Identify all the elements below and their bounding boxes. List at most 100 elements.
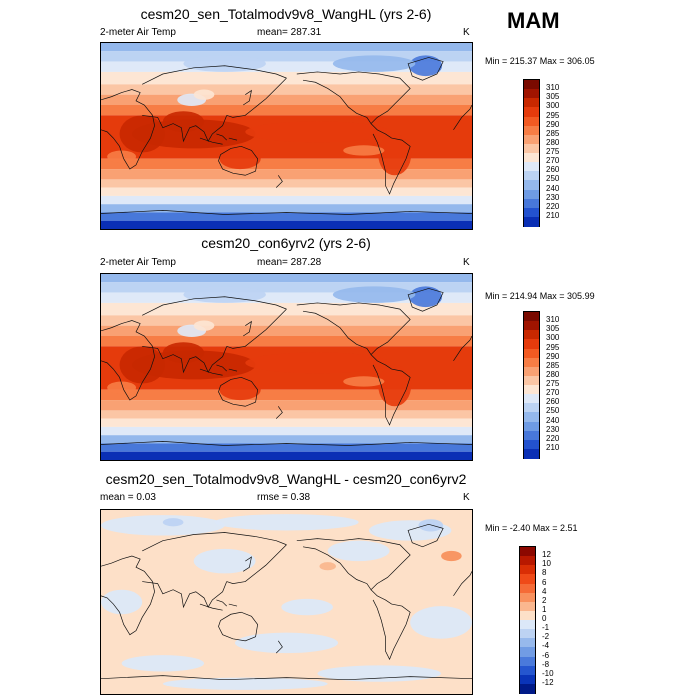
difference-region <box>317 665 442 682</box>
colorbar-tick-label: 250 <box>546 406 560 416</box>
temperature-band <box>101 43 472 52</box>
colorbar-swatch <box>524 189 539 200</box>
colorbar-tick-label: 230 <box>546 192 560 202</box>
temperature-region <box>193 320 215 331</box>
colorbar-swatch <box>524 330 539 340</box>
coastline <box>200 600 237 610</box>
temperature-region <box>245 352 390 374</box>
season-label: MAM <box>507 8 560 33</box>
colorbar-tick-label: 260 <box>546 165 560 175</box>
colorbar-tick-label: -12 <box>542 677 554 687</box>
colorbar-tick-label: 275 <box>546 147 560 156</box>
panel-1-title: cesm20_sen_Totalmodv9v8_WangHL (yrs 2-6) <box>140 6 432 22</box>
panel-1-colorbar <box>523 79 540 227</box>
coastline <box>218 377 257 406</box>
coastline <box>101 90 155 170</box>
colorbar-tick-label: -8 <box>542 659 550 669</box>
coastline <box>276 175 282 187</box>
colorbar-tick-label: 305 <box>546 324 560 334</box>
colorbar-swatch <box>524 321 539 331</box>
temperature-band <box>101 169 472 180</box>
panel-1-mean-label: mean= 287.31 <box>257 27 322 38</box>
colorbar-swatch <box>524 421 539 432</box>
coastline <box>142 66 286 85</box>
temperature-band <box>101 315 472 326</box>
colorbar-swatch <box>520 556 535 566</box>
temperature-region <box>378 133 412 176</box>
colorbar-swatch <box>524 153 539 163</box>
colorbar-swatch <box>524 162 539 172</box>
difference-region <box>281 598 333 616</box>
panel-3-mean-label: mean = 0.03 <box>100 492 156 503</box>
colorbar-swatch <box>524 171 539 181</box>
colorbar-tick-label: -10 <box>542 668 554 678</box>
difference-region <box>441 550 462 562</box>
colorbar-swatch <box>520 592 535 603</box>
difference-region <box>234 632 339 654</box>
temperature-band <box>101 51 472 62</box>
coastline <box>218 146 257 175</box>
coastline <box>297 539 410 590</box>
colorbar-swatch <box>524 375 539 386</box>
colorbar-swatch <box>520 638 535 648</box>
coastline <box>297 72 410 124</box>
colorbar-swatch <box>524 430 539 441</box>
temperature-band <box>101 451 472 460</box>
coastline <box>227 309 287 348</box>
temperature-band <box>101 94 472 105</box>
colorbar-swatch <box>520 647 535 657</box>
colorbar-swatch <box>520 547 535 557</box>
coastline <box>408 524 443 546</box>
coastline <box>101 441 472 445</box>
colorbar-swatch <box>524 216 539 227</box>
temperature-region <box>119 346 165 384</box>
coastline <box>218 612 257 641</box>
coastline <box>371 124 410 194</box>
colorbar-swatch <box>520 629 535 639</box>
colorbar-tick-label: 220 <box>546 433 560 443</box>
temperature-band <box>101 212 472 221</box>
colorbar-swatch <box>524 180 539 190</box>
temperature-region <box>378 364 412 407</box>
coastline <box>227 78 287 117</box>
temperature-region <box>245 121 390 143</box>
temperature-region <box>162 111 205 132</box>
temperature-region <box>219 379 261 401</box>
temperature-band <box>101 292 472 303</box>
colorbar-swatch <box>524 98 539 108</box>
panel-2-colorbar <box>523 311 540 459</box>
colorbar-tick-label: 8 <box>542 568 547 578</box>
colorbar-tick-label: 295 <box>546 342 560 352</box>
coastline <box>101 210 472 214</box>
temperature-region <box>183 286 266 303</box>
temperature-band <box>101 204 472 213</box>
colorbar-tick-label: 210 <box>546 210 560 220</box>
colorbar-swatch <box>524 403 539 413</box>
difference-region <box>101 589 143 615</box>
colorbar-tick-label: 240 <box>546 415 560 425</box>
panel-2-variable-label: 2-meter Air Temp <box>100 257 176 268</box>
colorbar-swatch <box>520 574 535 584</box>
temperature-band <box>101 418 472 427</box>
colorbar-tick-label: 290 <box>546 351 560 361</box>
colorbar-tick-label: 270 <box>546 156 560 166</box>
coastline <box>142 582 227 608</box>
coastline <box>243 91 251 105</box>
panel-3-colorbar <box>519 546 536 694</box>
colorbar-tick-label: 285 <box>546 128 560 138</box>
map-field <box>101 510 472 694</box>
temperature-band <box>101 158 472 170</box>
temperature-region <box>107 150 137 163</box>
colorbar-swatch <box>520 656 535 667</box>
temperature-band <box>101 426 472 436</box>
coastline <box>142 297 286 316</box>
panel-3-rmse-label: rmse = 0.38 <box>257 492 311 503</box>
colorbar-tick-label: -2 <box>542 632 550 642</box>
panel-1-minmax: Min = 215.37 Max = 306.05 <box>485 56 595 66</box>
coastline <box>453 105 472 130</box>
difference-region <box>319 562 336 571</box>
colorbar-swatch <box>524 198 539 209</box>
temperature-band <box>101 325 472 336</box>
colorbar-swatch <box>524 312 539 322</box>
temperature-band <box>101 187 472 196</box>
